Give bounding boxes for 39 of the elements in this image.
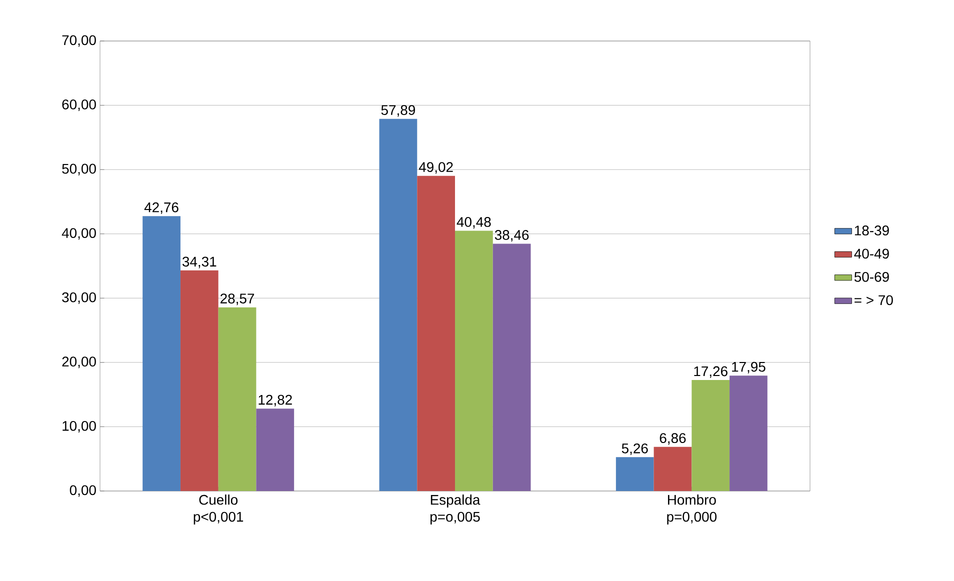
legend-label: 50-69 (854, 272, 889, 282)
data-label: 12,82 (258, 394, 292, 406)
legend-label: 18-39 (854, 226, 889, 236)
data-label: 38,46 (494, 230, 529, 242)
data-label: 42,76 (144, 202, 178, 214)
legend-label: = > 70 (854, 295, 893, 306)
y-tick-label: 20,00 (62, 356, 96, 368)
y-tick-label: 60,00 (62, 100, 96, 112)
y-tick-label: 40,00 (62, 228, 96, 240)
x-tick-label: Cuello p<0,001 (194, 494, 244, 524)
data-label: 28,57 (220, 294, 254, 306)
y-tick-label: 70,00 (62, 35, 96, 47)
bar (616, 457, 654, 491)
bar (730, 376, 768, 491)
bar (379, 118, 418, 491)
bar (417, 176, 456, 491)
y-tick-label: 50,00 (62, 164, 96, 176)
bar (180, 270, 218, 491)
bar (256, 408, 294, 491)
bar (654, 446, 692, 491)
legend-label: 40-49 (854, 248, 889, 259)
y-tick-label: 0,00 (70, 485, 96, 497)
data-label: 49,02 (418, 162, 453, 174)
x-tick-label: Espalda p=o,005 (430, 494, 480, 524)
bar (492, 244, 531, 491)
y-tick-label: 30,00 (62, 292, 96, 304)
bar (692, 380, 730, 491)
data-label: 5,26 (622, 443, 648, 455)
data-label: 17,95 (732, 362, 766, 374)
data-label: 57,89 (381, 105, 415, 117)
x-tick-label: Hombro p=0,000 (667, 494, 717, 524)
bar (218, 307, 256, 491)
data-label: 17,26 (694, 366, 728, 378)
data-label: 34,31 (182, 256, 216, 268)
data-label: 40,48 (456, 217, 491, 229)
bar (142, 216, 180, 491)
bar (455, 230, 493, 491)
y-tick-label: 10,00 (62, 420, 96, 432)
data-label: 6,86 (660, 433, 686, 445)
